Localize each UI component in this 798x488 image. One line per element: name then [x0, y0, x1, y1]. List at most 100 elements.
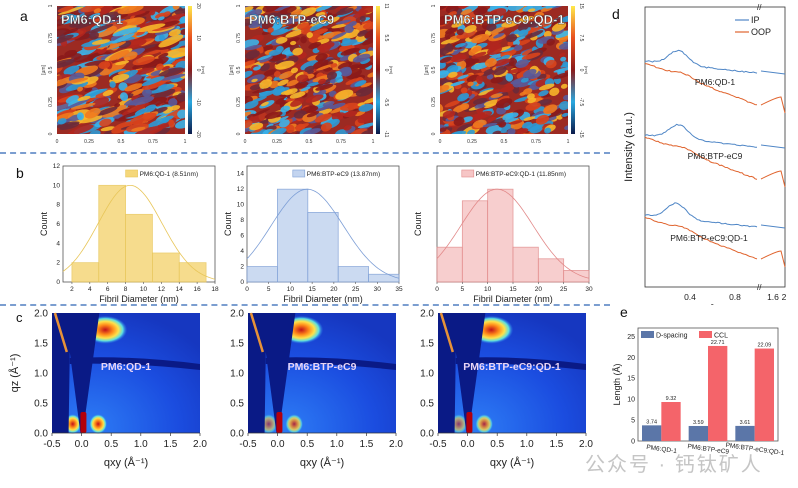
x-tick-label: 0.5: [104, 439, 118, 450]
colorbar-tick-label: 0: [383, 69, 389, 72]
y-tick-label: 12: [53, 163, 61, 170]
y-tick-label: 0: [56, 279, 60, 286]
legend-swatch: [125, 169, 138, 178]
y-tick-label: 0: [48, 132, 54, 135]
colorbar-tick-label: -20: [195, 130, 201, 137]
y-tick-label: 5: [631, 418, 635, 425]
linecut-curve: [644, 123, 757, 148]
y-tick-label: 1.5: [34, 339, 48, 350]
afm-title: PM6:BTP-eC9:QD-1: [444, 12, 565, 27]
linecut-curve-highq: [760, 96, 786, 114]
x-tick-label: 1: [567, 139, 570, 145]
x-tick-label: 30: [585, 286, 593, 293]
linecut-curve: [644, 63, 758, 106]
bar-d-spacing: [642, 425, 662, 441]
giwaxs-panels: PM6:QD-1 -0.5 0.0 0.5 1.0 1.5 2.0 0.0 0.5 1.0 1.5 2…: [8, 309, 593, 470]
x-tick-label: 0.25: [467, 139, 477, 145]
y-tick-label: 0.75: [236, 33, 242, 43]
data-label: 3.74: [646, 419, 657, 425]
x-tick-label: 10: [140, 286, 148, 293]
gaussian-fit-line: [62, 185, 216, 280]
y-tick-label: 1: [236, 4, 242, 7]
colorbar-tick-label: -5.5: [383, 98, 389, 107]
bar-ccl: [661, 401, 681, 441]
data-label: 3.61: [740, 420, 751, 426]
x-tick-label: 25: [352, 286, 360, 293]
y-tick-label: 20: [627, 355, 635, 362]
sample-label: PM6:BTP-eC9:QD-1: [463, 361, 561, 373]
separator-ab: [0, 152, 610, 154]
x-tick-label: 1: [184, 139, 187, 145]
x-tick-label: 0.0: [75, 439, 89, 450]
histogram-bar: [512, 246, 539, 283]
panel-label-c: c: [16, 310, 23, 325]
x-tick-label: 2.0: [389, 439, 403, 450]
x-axis-label: q (Å^-1): [696, 303, 733, 305]
x-tick-label: 0.0: [461, 439, 475, 450]
beamstop-peak: [80, 412, 87, 433]
y-tick-label: 6: [240, 233, 244, 240]
legend-swatch: [461, 169, 475, 178]
x-tick-label: 0.5: [490, 439, 504, 450]
afm-title: PM6:QD-1: [61, 12, 123, 27]
histogram-bar: [125, 213, 153, 283]
colorbar-tick-label: 0: [195, 69, 201, 72]
detector-gap: [265, 357, 396, 370]
y-tick-label: 0: [631, 439, 635, 446]
colorbar-tick-label: 15: [578, 3, 584, 9]
y-tick-label: 2.0: [230, 309, 244, 320]
colorbar-tick-label: 0: [578, 69, 584, 72]
legend-swatch: [292, 169, 306, 178]
sample-label: PM6:QD-1: [695, 77, 735, 87]
y-tick-label: 0.5: [420, 399, 434, 410]
sample-label: PM6:QD-1: [101, 361, 151, 373]
colorbar-tick-label: -15: [578, 130, 584, 137]
gaussian-fit-line: [246, 188, 400, 279]
x-tick-label: 1.0: [330, 439, 344, 450]
x-tick-label: 8: [124, 286, 128, 293]
y-tick-label: 6: [56, 221, 60, 228]
afm-colorbar: [571, 6, 575, 134]
y-tick-label: 1.0: [420, 369, 434, 380]
y-tick-label: 0: [236, 132, 242, 135]
panel-label-e: e: [620, 304, 628, 320]
x-tick-label: 1.5: [359, 439, 373, 450]
x-tick-label: -0.5: [429, 439, 447, 450]
bar-ccl: [708, 345, 728, 441]
y-axis-label: Count: [413, 212, 423, 237]
y-axis-label: [µm]: [229, 64, 235, 74]
y-tick-label: 0.25: [236, 97, 242, 107]
x-axis-label: qxy (Å⁻¹): [490, 456, 534, 469]
panel-label-b: b: [16, 165, 24, 181]
x-tick-label: 1.5: [163, 439, 177, 450]
x-tick-label: 15: [309, 286, 317, 293]
beamstop-peak: [466, 412, 473, 433]
y-tick-label: 0.5: [236, 66, 242, 73]
y-tick-label: 0.0: [230, 429, 244, 440]
scattering-peak: [89, 414, 108, 434]
x-tick-label: 20: [535, 286, 543, 293]
colorbar-tick-label: 11: [383, 3, 389, 8]
scattering-arc: [249, 312, 264, 353]
y-tick-label: 14: [237, 171, 245, 178]
x-tick-label: 2.0: [193, 439, 207, 450]
y-tick-label: 0.0: [34, 429, 48, 440]
y-tick-label: 1: [48, 4, 54, 7]
y-tick-label: 0: [240, 279, 244, 286]
afm-colorbar: [376, 6, 380, 134]
y-tick-label: 2.0: [34, 309, 48, 320]
x-axis-label: Fibril Diameter (nm): [99, 294, 179, 304]
x-tick-label: 0.75: [531, 139, 541, 145]
linecut-curve: [645, 49, 758, 74]
linecut-curve: [644, 202, 758, 228]
x-tick-label: 0: [56, 139, 59, 145]
linecut-panel: IP OOP PM6:QD-1 PM6:BTP-eC9 PM6:BTP-eC9:QD-1…: [623, 3, 787, 305]
y-tick-label: 0.25: [48, 97, 54, 107]
y-axis-label: Length (Å): [612, 363, 622, 405]
x-tick-label: 6: [106, 286, 110, 293]
separator-bc: [0, 304, 610, 306]
x-tick-label: 0.5: [118, 139, 125, 145]
beamstop-peak: [276, 412, 283, 433]
x-tick-label: 0.25: [84, 139, 94, 145]
